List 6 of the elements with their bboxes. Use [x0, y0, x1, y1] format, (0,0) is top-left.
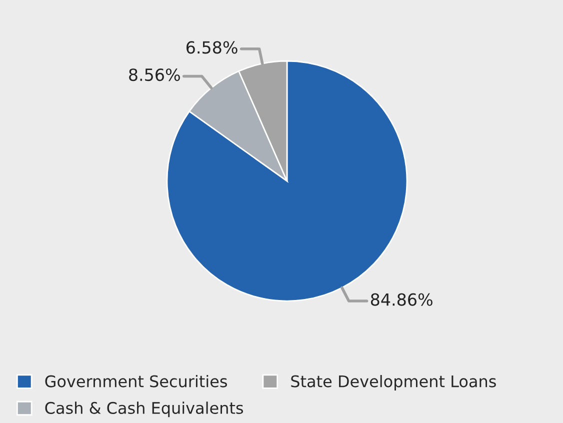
legend-label: Cash & Cash Equivalents: [45, 402, 244, 418]
data-label: 84.86%: [370, 293, 432, 306]
legend-label: Government Securities: [45, 374, 227, 388]
data-label: 8.56%: [129, 68, 180, 82]
legend-label: State Development Loans: [291, 374, 496, 390]
data-label: 6.58%: [186, 41, 238, 54]
